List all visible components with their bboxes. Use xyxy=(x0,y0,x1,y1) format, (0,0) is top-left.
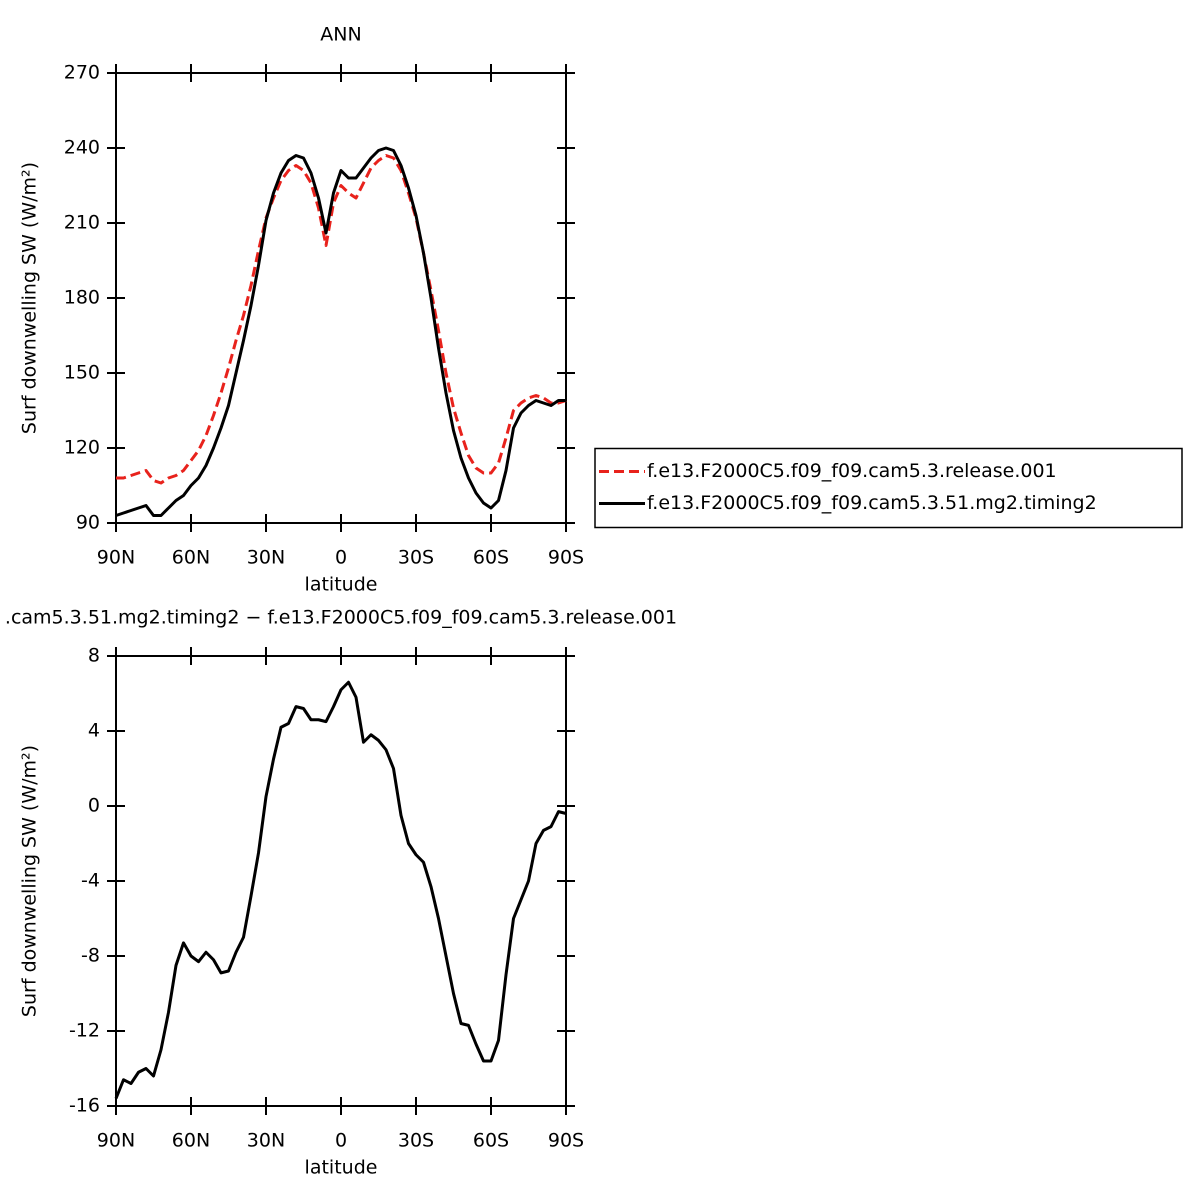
x-axis-label: latitude xyxy=(305,574,378,596)
x-tick-label: 30N xyxy=(247,1130,285,1152)
y-tick-label: -4 xyxy=(81,870,100,892)
y-tick-label: -16 xyxy=(69,1095,100,1117)
legend-box xyxy=(594,447,1183,529)
y-tick-label: 240 xyxy=(64,137,100,159)
chart-title: .cam5.3.51.mg2.timing2 − f.e13.F2000C5.f… xyxy=(5,607,677,629)
y-axis-label: Surf downwelling SW (W/m²) xyxy=(19,745,41,1017)
x-tick-label: 30N xyxy=(247,547,285,569)
y-axis-label: Surf downwelling SW (W/m²) xyxy=(19,162,41,434)
x-tick-label: 90S xyxy=(548,1130,584,1152)
plot-frame xyxy=(115,72,567,524)
y-tick-label: -12 xyxy=(69,1020,100,1042)
series-line xyxy=(116,154,567,485)
panel: ANN latitude Surf downwelling SW (W/m²) 90N… xyxy=(19,24,1183,596)
y-tick-label: 8 xyxy=(88,645,100,667)
y-tick-label: 180 xyxy=(64,287,100,309)
x-tick-label: 60N xyxy=(172,547,210,569)
legend-label: f.e13.F2000C5.f09_f09.cam5.3.51.mg2.timi… xyxy=(647,492,1097,514)
chart-title: ANN xyxy=(320,24,361,46)
y-tick-label: 210 xyxy=(64,212,100,234)
series-line xyxy=(114,680,567,1100)
y-tick-label: 0 xyxy=(88,795,100,817)
x-tick-label: 30S xyxy=(398,547,434,569)
x-axis-label: latitude xyxy=(305,1157,378,1179)
y-tick-label: 90 xyxy=(76,512,100,534)
y-tick-label: 150 xyxy=(64,362,100,384)
y-tick-label: 4 xyxy=(88,720,100,742)
y-tick-label: 120 xyxy=(64,437,100,459)
panel: .cam5.3.51.mg2.timing2 − f.e13.F2000C5.f… xyxy=(5,607,677,1179)
x-tick-label: 60N xyxy=(172,1130,210,1152)
x-tick-label: 60S xyxy=(473,547,509,569)
series-line xyxy=(115,146,566,517)
x-tick-label: 90S xyxy=(548,547,584,569)
x-tick-label: 60S xyxy=(473,1130,509,1152)
x-tick-label: 30S xyxy=(398,1130,434,1152)
x-tick-label: 0 xyxy=(335,547,347,569)
legend-label: f.e13.F2000C5.f09_f09.cam5.3.release.001 xyxy=(647,460,1057,482)
y-tick-label: 270 xyxy=(64,62,100,84)
x-tick-label: 90N xyxy=(97,547,135,569)
x-tick-label: 0 xyxy=(335,1130,347,1152)
y-tick-label: -8 xyxy=(81,945,100,967)
x-tick-label: 90N xyxy=(97,1130,135,1152)
